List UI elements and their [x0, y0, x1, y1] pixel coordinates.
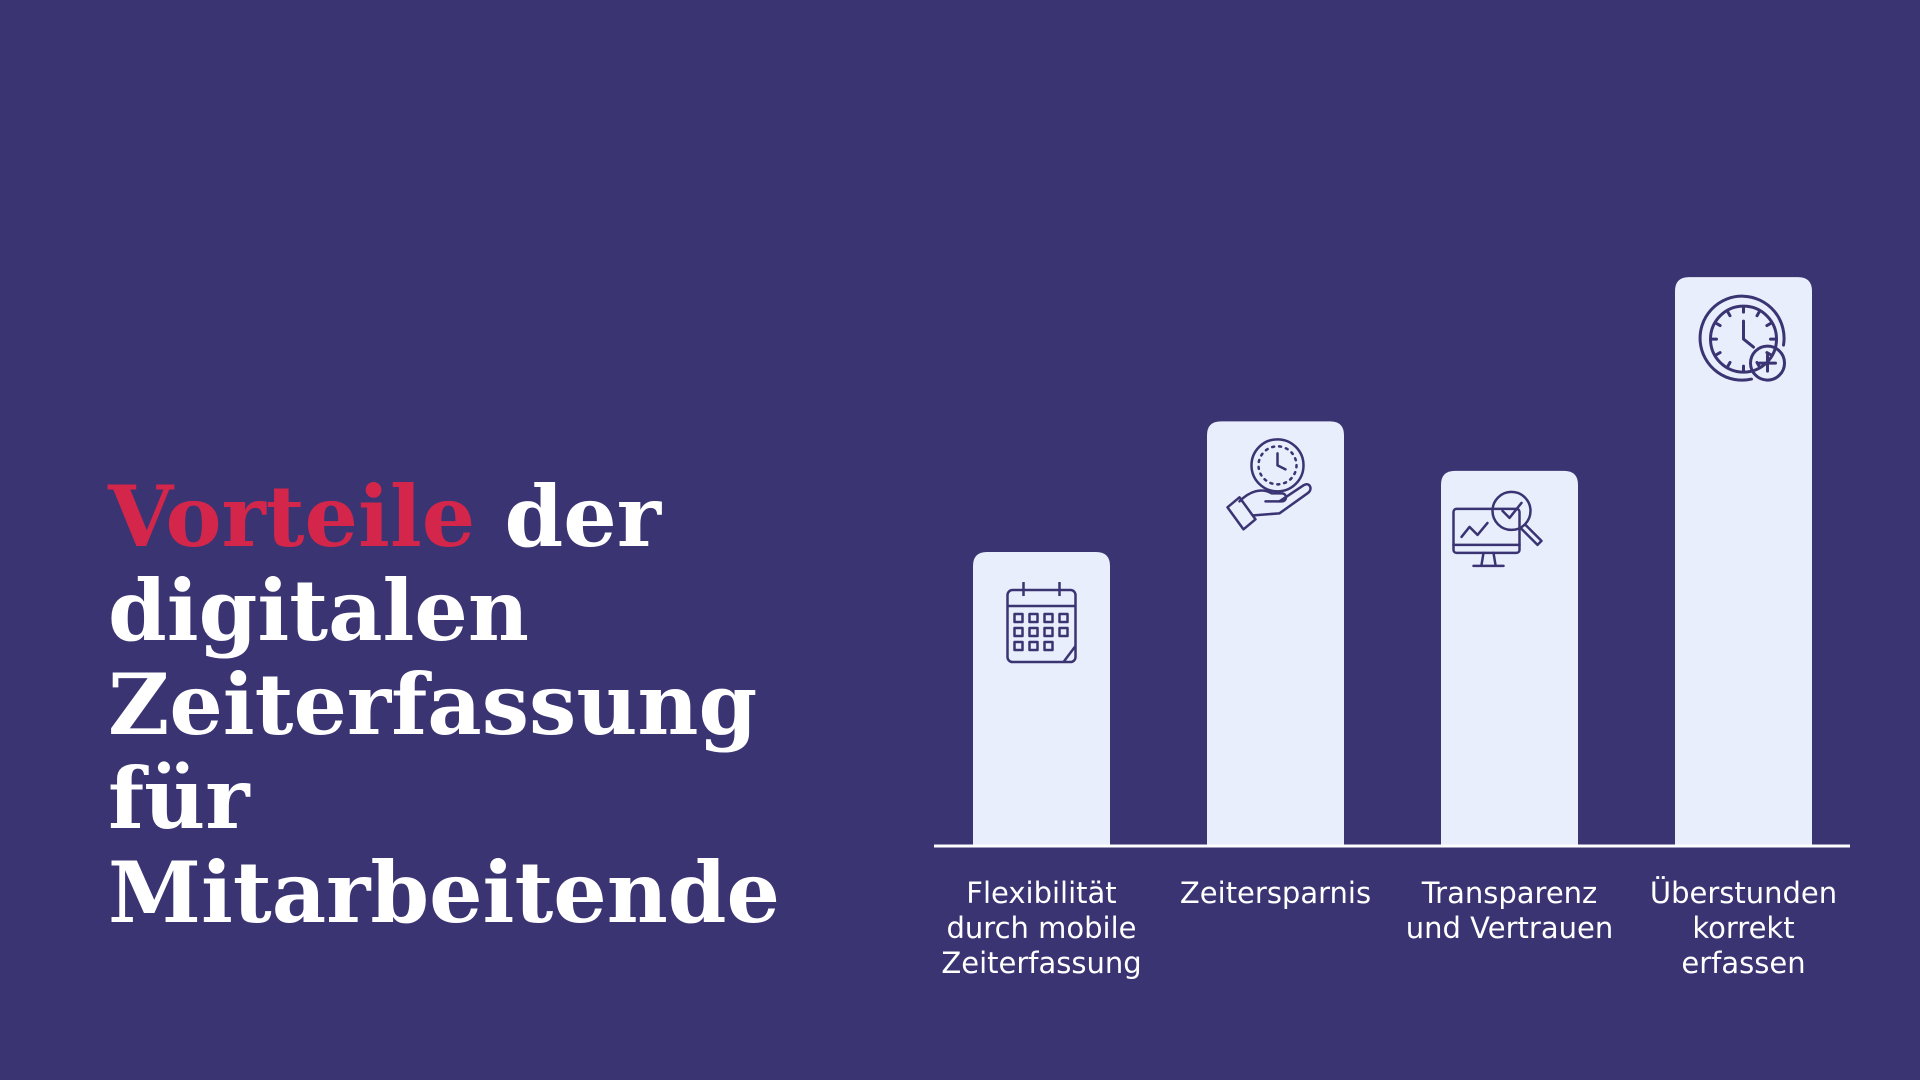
category-label: Flexibilität durch mobile Zeiterfassung: [941, 876, 1142, 980]
category-label: Transparenz und Vertrauen: [1405, 876, 1614, 945]
category-label: Zeitersparnis: [1179, 876, 1372, 910]
bar-4: [1675, 277, 1812, 846]
category-label: Überstunden korrekt erfassen: [1649, 876, 1838, 980]
title-highlight: Vorteile: [108, 467, 476, 566]
calendar-icon: [1006, 582, 1077, 664]
bar-1: [973, 552, 1110, 845]
page-title: Vorteile der digitalen Zeiterfassung für…: [108, 470, 908, 940]
hand-clock-icon: [1226, 438, 1312, 531]
title-rest: der digitalen Zeiterfassung für Mitarbei…: [108, 467, 780, 942]
monitor-magnifier-icon: [1452, 490, 1543, 568]
bar-2: [1207, 421, 1344, 845]
bar-3: [1441, 470, 1578, 845]
clock-plus-icon: [1698, 294, 1786, 382]
